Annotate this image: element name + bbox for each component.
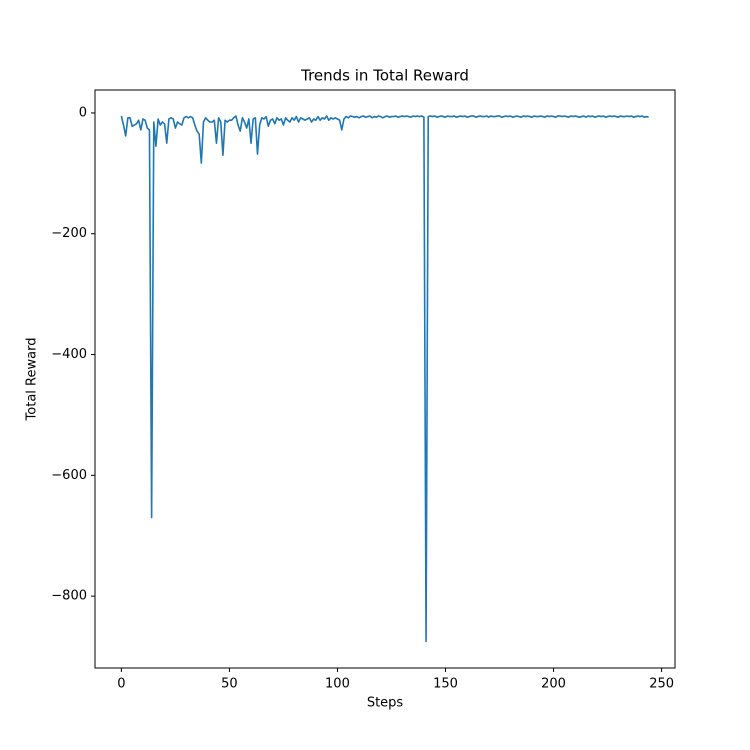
x-axis-label: Steps xyxy=(367,696,404,711)
y-tick-label: −800 xyxy=(51,589,87,604)
x-tick-label: 200 xyxy=(541,677,566,692)
x-tick-label: 0 xyxy=(117,677,125,692)
y-axis-label: Total Reward xyxy=(25,338,40,422)
plot-frame xyxy=(94,89,676,669)
y-tick-label: −600 xyxy=(51,468,87,483)
y-tick-label: −200 xyxy=(51,226,87,241)
y-tick-label: −400 xyxy=(51,347,87,362)
x-tick-label: 250 xyxy=(649,677,674,692)
x-tick-label: 100 xyxy=(325,677,350,692)
y-tick-label: 0 xyxy=(79,105,87,120)
chart-title: Trends in Total Reward xyxy=(300,67,469,85)
x-tick-label: 50 xyxy=(221,677,238,692)
x-tick-label: 150 xyxy=(433,677,458,692)
line xyxy=(120,115,649,643)
